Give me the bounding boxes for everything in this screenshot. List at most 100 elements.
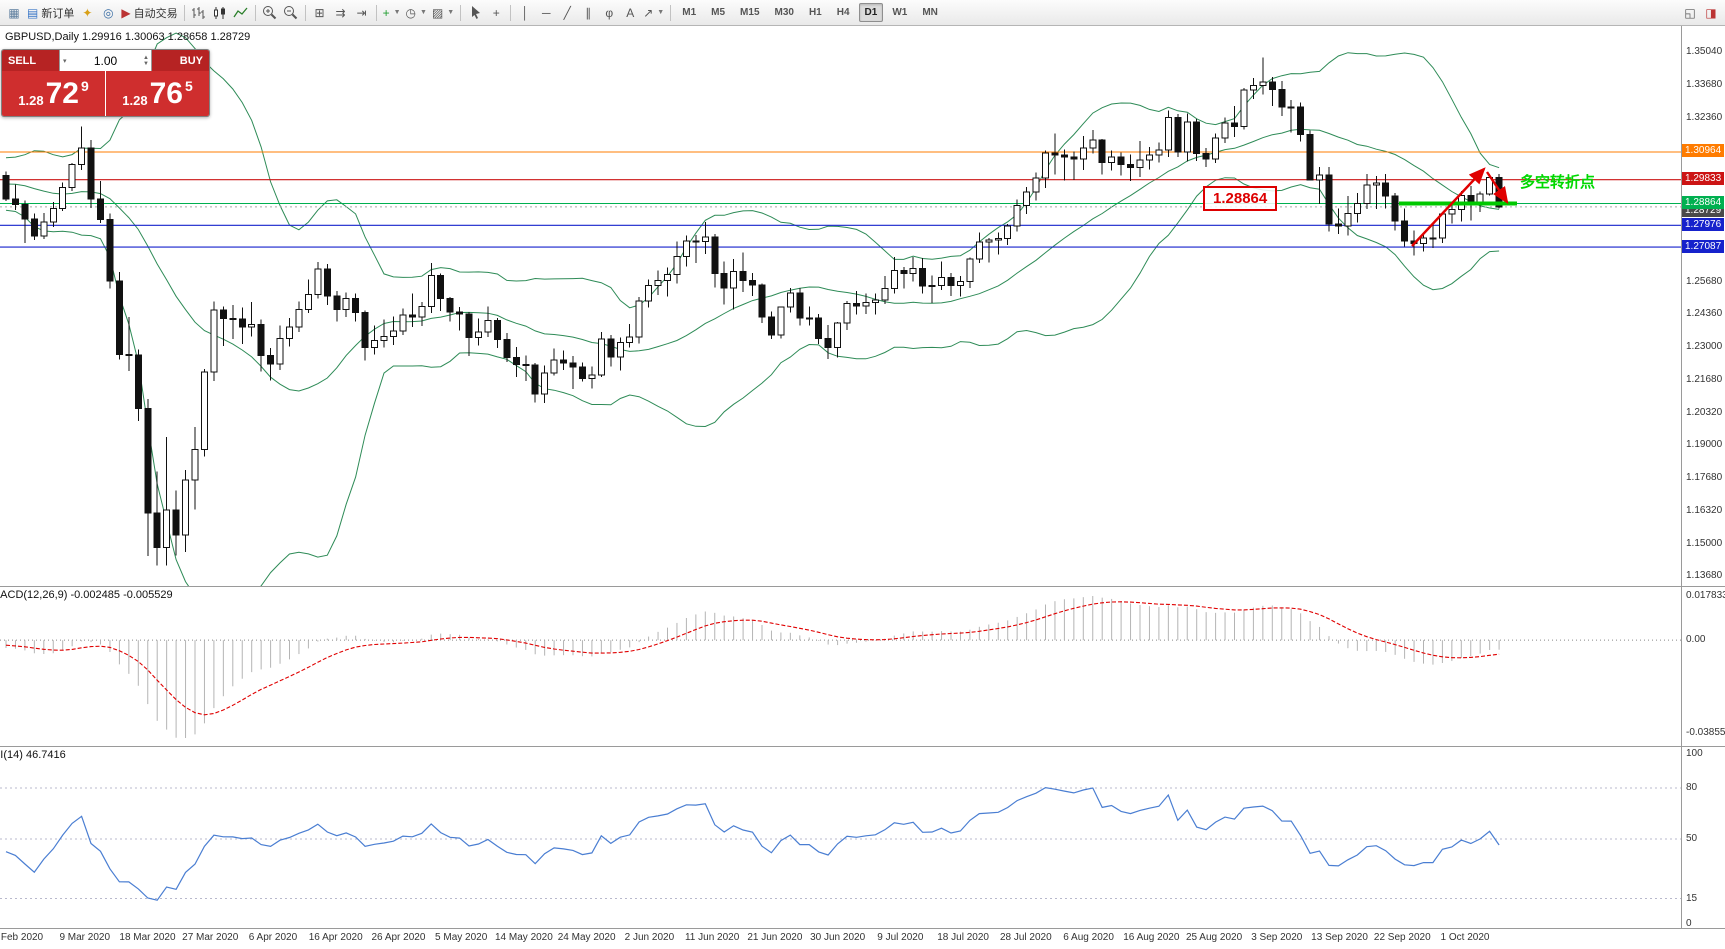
price-axis-label: 1.21680 [1686, 373, 1723, 385]
brand-icon[interactable]: ◨ [1701, 3, 1721, 23]
tile-windows-icon[interactable]: ⊞ [310, 3, 330, 23]
new-order-button[interactable]: ▤ 新订单 [25, 3, 76, 23]
zoom-out-icon[interactable] [281, 3, 301, 23]
sell-price-prefix: 1.28 [18, 93, 44, 108]
templates-icon[interactable]: ▨ ▼ [430, 3, 456, 23]
candlestick-chart-icon[interactable] [210, 3, 230, 23]
price-axis-label: 1.13680 [1686, 569, 1723, 581]
pane-separator-macd[interactable] [0, 586, 1725, 587]
crosshair-icon[interactable]: + [486, 3, 506, 23]
timeframe-m15[interactable]: M15 [740, 7, 760, 18]
arrows-icon[interactable]: ↗ ▼ [641, 3, 666, 23]
toolbar: ▦ ▤ 新订单 ✦ ◎ ▶ 自动交易 ⊞ ⇉ ⇥ + ▼ ◷ ▼ ▨ ▼ + │ ─ ╱ ∥ φ A ↗ ▼ M1 M5 M15 M30… [0, 0, 1725, 26]
text-icon[interactable]: A [620, 3, 640, 23]
time-axis-label: 2 Jun 2020 [624, 932, 675, 943]
channel-icon: ∥ [585, 5, 592, 20]
time-axis-label: Feb 2020 [0, 932, 44, 943]
price-axis-label: 1.15000 [1686, 537, 1723, 549]
price-annotation-box[interactable]: 1.28864 [1203, 186, 1278, 211]
timeframe-d1[interactable]: D1 [858, 3, 884, 22]
channel-icon[interactable]: ∥ [578, 3, 598, 23]
cursor-icon[interactable] [465, 3, 485, 23]
text-icon: A [626, 5, 635, 20]
rsi-axis-label: 15 [1686, 892, 1698, 904]
time-axis-label: 21 Jun 2020 [747, 932, 803, 943]
horizontal-line-icon: ─ [541, 5, 551, 20]
terminal-icon: ◎ [103, 5, 114, 20]
buy-button[interactable]: 1.28 76 5 [105, 71, 209, 116]
timeframe-mn[interactable]: MN [922, 7, 938, 18]
chart-shift-icon[interactable]: ⇥ [352, 3, 372, 23]
vertical-line-icon[interactable]: │ [515, 3, 535, 23]
autotrading-button-label: 自动交易 [133, 7, 178, 20]
price-axis-label: 1.32360 [1686, 111, 1723, 123]
zoom-out-icon [283, 5, 298, 20]
cursor-icon [469, 5, 482, 20]
price-axis-label: 1.19000 [1686, 439, 1723, 451]
volume-down-icon[interactable]: ▼ [143, 60, 149, 67]
auto-scroll-icon[interactable]: ⇉ [331, 3, 351, 23]
turning-point-annotation[interactable]: 多空转折点 [1520, 174, 1596, 191]
toolbar-separator [304, 4, 306, 21]
macd-axis-label: -0.038559 [1686, 727, 1725, 738]
volume-up-icon[interactable]: ▲ [143, 54, 149, 61]
charts-grid-icon: ▦ [8, 5, 20, 20]
bar-chart-icon [191, 6, 206, 20]
buy-price-prefix: 1.28 [122, 93, 148, 108]
crosshair-icon: + [492, 5, 500, 20]
symbol-ohlc-line: GBPUSD,Daily 1.29916 1.30063 1.28658 1.2… [5, 31, 251, 43]
line-chart-icon[interactable] [231, 3, 251, 23]
macd-axis-label: 0.00 [1686, 634, 1706, 646]
toolbar-separator [254, 4, 256, 21]
candles [2, 57, 1503, 566]
time-axis-label: 18 Jul 2020 [937, 932, 989, 943]
indicators-icon[interactable]: + ▼ [381, 3, 403, 23]
timeframe-w1[interactable]: W1 [892, 7, 908, 18]
charts-grid-icon[interactable]: ▦ [4, 3, 24, 23]
sell-label: SELL [2, 50, 59, 71]
time-axis-label: 16 Aug 2020 [1123, 932, 1180, 943]
volume-dropdown-icon[interactable]: ▾ [63, 57, 67, 65]
arrows-icon: ↗ [643, 5, 654, 20]
metaeditor-icon: ✦ [82, 5, 93, 20]
drawn-objects[interactable] [1399, 167, 1517, 247]
timeframe-h4[interactable]: H4 [836, 7, 850, 18]
fibonacci-icon: φ [605, 5, 614, 20]
price-axis-line [1681, 26, 1682, 928]
new-order-button: ▤ [27, 5, 39, 20]
tile-windows-icon: ⊞ [314, 5, 325, 20]
time-axis-label: 16 Apr 2020 [308, 932, 363, 943]
timeframe-h1[interactable]: H1 [808, 7, 822, 18]
rsi-axis-label: 80 [1686, 782, 1698, 793]
timeframe-m5[interactable]: M5 [711, 7, 726, 18]
volume-stepper[interactable]: ▲ ▼ [143, 55, 149, 67]
horizontal-line-icon[interactable]: ─ [536, 3, 556, 23]
price-axis-label: 1.16320 [1686, 505, 1723, 517]
candlestick-chart-icon [212, 6, 227, 20]
pane-separator-rsi[interactable] [0, 746, 1725, 747]
sell-button[interactable]: 1.28 72 9 [2, 71, 105, 116]
bollinger-middle [5, 128, 1500, 392]
metaeditor-icon[interactable]: ✦ [77, 3, 97, 23]
volume-input[interactable]: ▾ 1.00 ▲ ▼ [59, 50, 152, 71]
timeframe-m30[interactable]: M30 [774, 7, 794, 18]
trend-arrow-up[interactable] [1411, 167, 1486, 247]
chevron-down-icon: ▼ [657, 9, 665, 16]
periods-icon[interactable]: ◷ ▼ [404, 3, 429, 23]
rsi-plot [0, 786, 1681, 901]
trend-arrow-down[interactable] [1486, 171, 1509, 204]
toolbar-separator [670, 4, 672, 21]
terminal-icon[interactable]: ◎ [98, 3, 118, 23]
autotrading-button[interactable]: ▶ 自动交易 [119, 3, 179, 23]
zoom-in-icon[interactable] [260, 3, 280, 23]
horizontal-level-lines[interactable] [0, 151, 1681, 248]
auto-scroll-icon: ⇉ [335, 5, 346, 20]
new-chart-window-icon[interactable]: ◱ [1680, 3, 1700, 23]
trendline-icon[interactable]: ╱ [557, 3, 577, 23]
toolbar-separator [460, 4, 462, 21]
fibonacci-icon[interactable]: φ [599, 3, 619, 23]
timeframe-m1[interactable]: M1 [682, 7, 697, 18]
price-tag-1.27976: 1.27976 [1682, 217, 1725, 231]
bar-chart-icon[interactable] [189, 3, 209, 23]
